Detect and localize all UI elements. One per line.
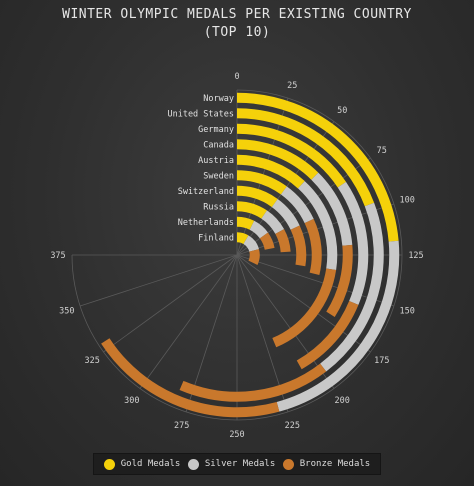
tick-label: 200 (335, 396, 350, 406)
bar-silver-norway[interactable] (276, 240, 400, 412)
tick-label: 0 (234, 72, 239, 82)
legend-item-bronze[interactable]: Bronze Medals (282, 458, 371, 470)
chart-bars (101, 92, 400, 418)
legend-label-gold: Gold Medals (120, 459, 181, 469)
tick-label: 300 (124, 396, 139, 406)
category-label: United States (167, 109, 234, 119)
grid-line (79, 254, 238, 307)
bar-gold-united-states[interactable] (236, 108, 375, 207)
silver-swatch-icon (187, 458, 199, 470)
legend: Gold Medals Silver Medals Bronze Medals (93, 453, 381, 475)
tick-label: 250 (229, 430, 244, 440)
bar-gold-netherlands[interactable] (236, 216, 255, 230)
category-label: Netherlands (178, 218, 234, 228)
bar-bronze-finland[interactable] (248, 249, 260, 265)
bar-gold-finland[interactable] (236, 232, 249, 245)
category-label: Finland (198, 233, 234, 243)
grid-line (103, 254, 238, 353)
tick-label: 50 (337, 106, 347, 116)
bar-silver-germany[interactable] (337, 181, 369, 305)
bar-gold-canada[interactable] (236, 139, 319, 180)
bar-gold-austria[interactable] (236, 154, 305, 189)
bar-silver-united-states[interactable] (320, 202, 384, 372)
bar-bronze-austria[interactable] (272, 268, 337, 348)
tick-label: 100 (400, 196, 415, 206)
category-label: Sweden (203, 171, 234, 181)
tick-label: 75 (377, 146, 387, 156)
bar-silver-canada[interactable] (311, 172, 353, 246)
bar-bronze-switzerland[interactable] (290, 225, 307, 267)
category-label: Russia (203, 202, 234, 212)
tick-label: 175 (374, 356, 389, 366)
bar-gold-germany[interactable] (236, 123, 347, 188)
bar-gold-switzerland[interactable] (236, 185, 278, 208)
bar-gold-sweden[interactable] (236, 170, 287, 195)
tick-label: 225 (285, 421, 300, 431)
bar-bronze-canada[interactable] (326, 244, 353, 318)
chart-title-line1: WINTER OLYMPIC MEDALS PER EXISTING COUNT… (62, 7, 412, 22)
bar-bronze-germany[interactable] (296, 300, 359, 370)
category-label: Norway (203, 94, 234, 104)
category-label: Switzerland (178, 187, 234, 197)
bar-bronze-norway[interactable] (101, 338, 280, 418)
tick-label: 375 (50, 251, 65, 261)
bar-silver-sweden[interactable] (280, 186, 314, 224)
bar-bronze-united-states[interactable] (179, 363, 327, 402)
bar-silver-finland[interactable] (243, 235, 259, 253)
legend-item-gold[interactable]: Gold Medals (103, 458, 181, 470)
tick-labels: 0 25 50 75 100 125 150 175 200 225 250 275 300 325 350… (50, 72, 423, 440)
tick-label: 125 (408, 251, 423, 261)
gold-swatch-icon (103, 458, 115, 470)
grid-line (139, 254, 238, 389)
bronze-swatch-icon (282, 458, 294, 470)
chart-title: WINTER OLYMPIC MEDALS PER EXISTING COUNT… (0, 6, 474, 42)
bar-gold-norway[interactable] (236, 92, 399, 242)
bar-silver-russia[interactable] (261, 210, 285, 235)
category-label: Canada (203, 140, 234, 150)
bar-bronze-russia[interactable] (275, 229, 291, 253)
bar-silver-austria[interactable] (297, 181, 338, 271)
grid-outer-arc (71, 89, 403, 421)
legend-item-silver[interactable]: Silver Medals (187, 458, 276, 470)
tick-label: 350 (59, 306, 74, 316)
tick-label: 275 (174, 421, 189, 431)
chart-title-line2: (TOP 10) (203, 25, 271, 40)
bar-gold-russia[interactable] (236, 201, 267, 219)
category-label: Austria (198, 156, 234, 166)
bar-bronze-sweden[interactable] (304, 218, 322, 276)
bar-silver-netherlands[interactable] (249, 220, 268, 239)
tick-label: 25 (287, 81, 297, 91)
bar-bronze-netherlands[interactable] (259, 232, 275, 250)
bar-silver-switzerland[interactable] (271, 198, 300, 230)
tick-label: 325 (85, 356, 100, 366)
category-labels: Norway United States Germany Canada Austria S… (167, 94, 234, 244)
legend-label-silver: Silver Medals (204, 459, 276, 469)
tick-label: 150 (400, 306, 415, 316)
category-label: Germany (198, 125, 234, 135)
legend-label-bronze: Bronze Medals (299, 459, 371, 469)
